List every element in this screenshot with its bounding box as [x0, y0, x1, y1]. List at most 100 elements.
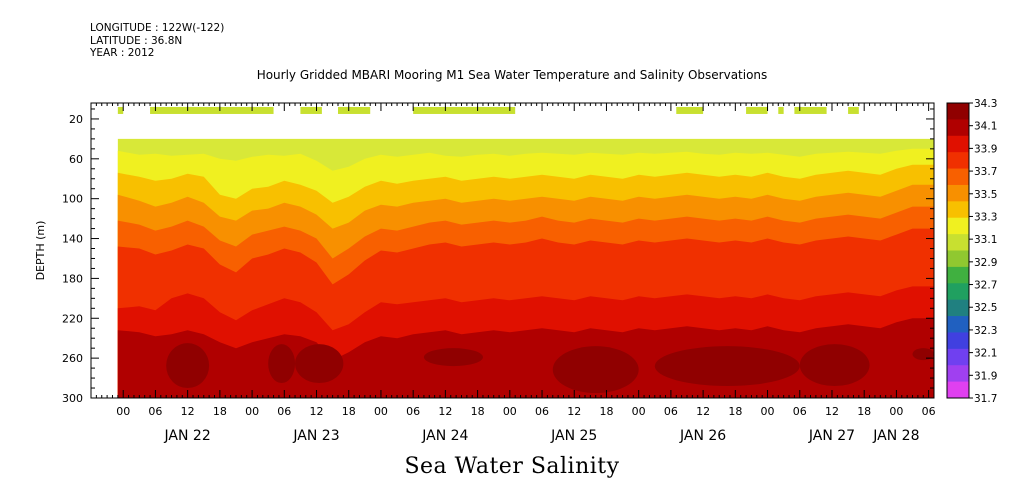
- colorbar-swatch: [947, 299, 969, 317]
- colorbar-swatch: [947, 168, 969, 186]
- x-day-label: JAN 24: [421, 428, 468, 444]
- colorbar-swatch: [947, 201, 969, 219]
- y-tick-label: 140: [62, 233, 83, 246]
- y-tick-label: 260: [62, 352, 83, 365]
- colorbar-label: 32.3: [974, 325, 997, 337]
- surface-patch: [300, 106, 322, 114]
- surface-patch: [746, 106, 768, 114]
- x-hour-label: 00: [116, 405, 130, 418]
- year-label: YEAR : 2012: [90, 47, 155, 59]
- colorbar-label: 34.3: [974, 98, 997, 110]
- x-hour-label: 06: [793, 405, 807, 418]
- x-day-label: JAN 25: [550, 428, 597, 444]
- plot-area: [117, 106, 934, 398]
- colorbar-swatch: [947, 332, 969, 350]
- colorbar-swatch: [947, 250, 969, 268]
- colorbar-swatch: [947, 234, 969, 251]
- surface-patch: [794, 106, 827, 114]
- x-day-label: JAN 27: [808, 428, 855, 444]
- x-hour-label: 00: [632, 405, 646, 418]
- colorbar-swatch: [947, 103, 969, 120]
- x-hour-label: 18: [857, 405, 871, 418]
- deep-salinity-blob: [295, 344, 344, 384]
- colorbar-swatch: [947, 381, 969, 399]
- x-hour-label: 12: [181, 405, 195, 418]
- y-tick-label: 60: [69, 153, 83, 166]
- y-axis-title: DEPTH (m): [34, 221, 47, 281]
- x-hour-label: 18: [728, 405, 742, 418]
- deep-salinity-blob: [423, 348, 483, 367]
- surface-patch: [337, 106, 371, 114]
- colorbar-label: 32.1: [974, 348, 997, 360]
- surface-patch: [848, 106, 859, 114]
- deep-salinity-blob: [912, 348, 934, 361]
- x-hour-label: 06: [406, 405, 420, 418]
- deep-salinity-blob: [552, 346, 639, 394]
- colorbar-label: 33.5: [974, 189, 997, 201]
- x-hour-label: 18: [471, 405, 485, 418]
- x-hour-label: 06: [148, 405, 162, 418]
- colorbar-swatch: [947, 365, 969, 383]
- x-day-label: JAN 23: [292, 428, 339, 444]
- x-hour-label: 00: [889, 405, 903, 418]
- x-hour-label: 06: [535, 405, 549, 418]
- colorbar-label: 33.3: [974, 211, 997, 223]
- x-hour-label: 00: [374, 405, 388, 418]
- colorbar-swatch: [947, 266, 969, 284]
- x-hour-label: 06: [277, 405, 291, 418]
- colorbar-swatch: [947, 348, 969, 366]
- x-hour-label: 00: [503, 405, 517, 418]
- longitude-label: LONGITUDE : 122W(-122): [90, 22, 225, 34]
- x-hour-label: 12: [567, 405, 581, 418]
- x-day-label: JAN 26: [679, 428, 726, 444]
- x-hour-label: 18: [599, 405, 613, 418]
- x-hour-label: 12: [438, 405, 452, 418]
- y-tick-label: 220: [62, 312, 83, 325]
- colorbar-label: 33.1: [974, 234, 997, 246]
- y-tick-label: 180: [62, 272, 83, 285]
- colorbar-swatch: [947, 184, 969, 202]
- colorbar-swatch: [947, 316, 969, 333]
- x-hour-label: 12: [825, 405, 839, 418]
- x-hour-label: 12: [696, 405, 710, 418]
- x-axis-title: Sea Water Salinity: [404, 454, 620, 479]
- deep-salinity-blob: [268, 344, 296, 384]
- x-hour-label: 00: [245, 405, 259, 418]
- surface-patch: [413, 106, 516, 114]
- colorbar-label: 31.7: [974, 393, 997, 405]
- y-tick-label: 300: [62, 392, 83, 405]
- colorbar-swatch: [947, 283, 969, 301]
- x-hour-label: 12: [310, 405, 324, 418]
- latitude-label: LATITUDE : 36.8N: [90, 34, 183, 47]
- y-tick-label: 100: [62, 193, 83, 206]
- colorbar-swatch: [947, 217, 969, 235]
- colorbar-label: 32.9: [974, 257, 997, 269]
- colorbar-label: 34.1: [974, 121, 997, 133]
- x-day-label: JAN 22: [164, 428, 211, 444]
- deep-salinity-blob: [654, 346, 800, 387]
- colorbar-label: 32.5: [974, 302, 997, 314]
- colorbar-swatch: [947, 119, 969, 137]
- x-hour-label: 18: [342, 405, 356, 418]
- x-day-label: JAN 28: [872, 428, 919, 444]
- colorbar-swatch: [947, 152, 969, 170]
- metadata-block: LONGITUDE : 122W(-122) LATITUDE : 36.8N …: [90, 22, 224, 60]
- colorbar-swatch: [947, 135, 969, 153]
- surface-patch: [150, 106, 274, 114]
- y-tick-label: 20: [69, 113, 83, 126]
- plot-frame: [90, 102, 935, 399]
- x-hour-label: 06: [664, 405, 678, 418]
- colorbar-label: 31.9: [974, 370, 997, 382]
- colorbar-frame: [946, 102, 970, 399]
- x-hour-label: 18: [213, 405, 227, 418]
- surface-patch: [778, 106, 784, 114]
- colorbar-label: 33.7: [974, 166, 997, 178]
- plot-title: Hourly Gridded MBARI Mooring M1 Sea Wate…: [256, 68, 768, 82]
- x-hour-label: 06: [922, 405, 936, 418]
- deep-salinity-blob: [166, 343, 210, 389]
- x-hour-label: 00: [761, 405, 775, 418]
- deep-salinity-blob: [799, 344, 870, 387]
- colorbar-label: 33.9: [974, 143, 997, 155]
- surface-patch: [117, 106, 124, 114]
